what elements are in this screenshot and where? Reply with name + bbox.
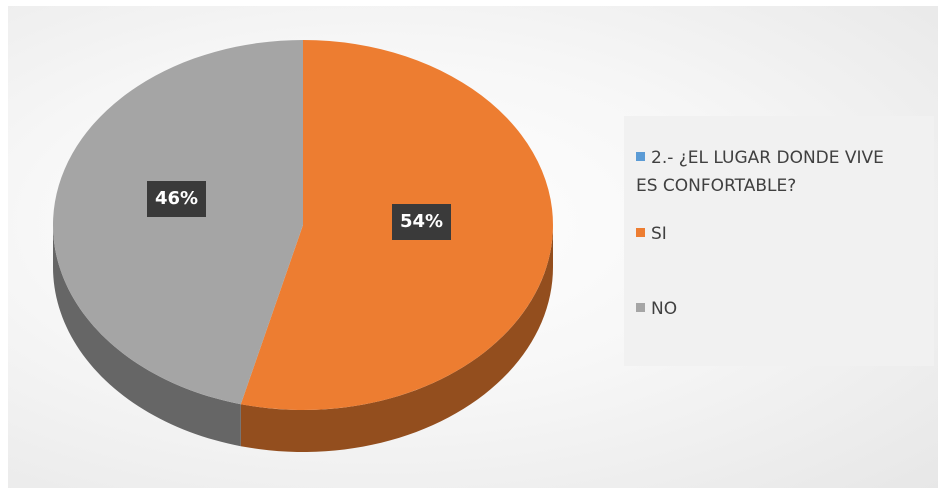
pie-side-si bbox=[240, 225, 553, 452]
legend-swatch-question bbox=[636, 152, 645, 161]
data-label-si: 54% bbox=[392, 204, 452, 240]
legend-swatch-si bbox=[636, 228, 645, 237]
legend-entry-question: 2.- ¿EL LUGAR DONDE VIVE ES CONFORTABLE? bbox=[636, 144, 884, 200]
legend-label-si: SI bbox=[651, 224, 667, 244]
legend-swatch-no bbox=[636, 303, 645, 312]
chart-legend: 2.- ¿EL LUGAR DONDE VIVE ES CONFORTABLE?… bbox=[624, 116, 934, 366]
pie-side-no bbox=[53, 225, 241, 447]
pie-slice-no bbox=[52, 40, 304, 405]
legend-entry-no: NO bbox=[636, 295, 677, 323]
legend-label-question-line2: ES CONFORTABLE? bbox=[636, 176, 797, 196]
data-label-no: 46% bbox=[147, 181, 207, 217]
legend-label-no: NO bbox=[651, 299, 678, 319]
legend-entry-si: SI bbox=[636, 220, 667, 248]
legend-label-question-line1: 2.- ¿EL LUGAR DONDE VIVE bbox=[651, 148, 884, 168]
